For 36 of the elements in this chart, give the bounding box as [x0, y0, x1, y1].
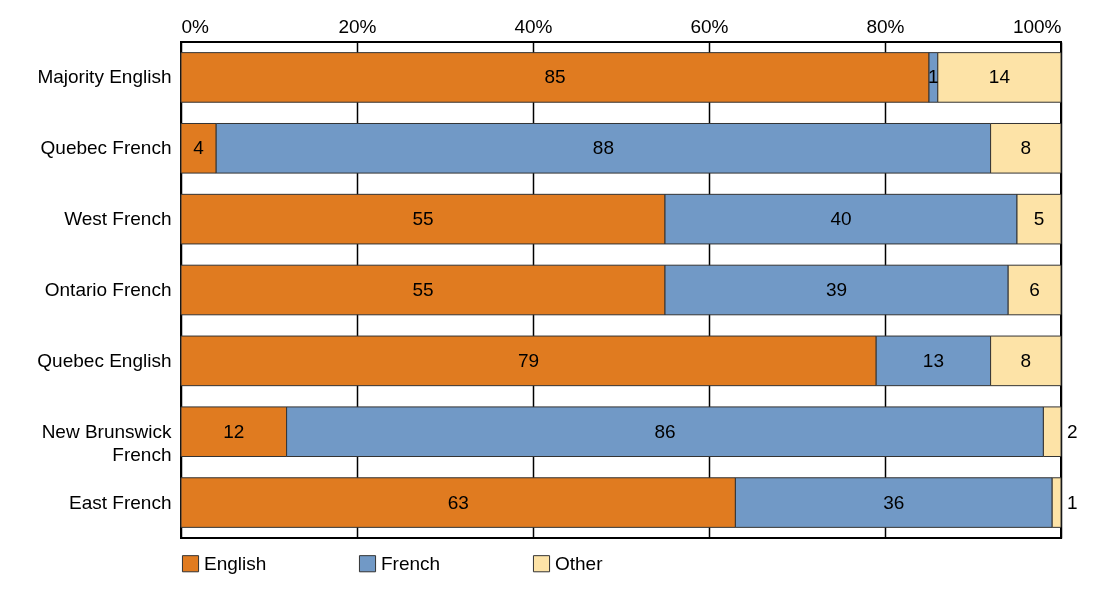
- data-label: 88: [592, 137, 614, 159]
- legend-label: English: [204, 552, 267, 574]
- data-label: 1: [1067, 491, 1078, 513]
- data-label: 85: [544, 66, 566, 88]
- data-label: 5: [1033, 208, 1045, 230]
- x-tick-label: 20%: [338, 15, 377, 37]
- data-label: 8: [1020, 137, 1032, 159]
- data-label: 14: [988, 66, 1011, 88]
- y-tick-label: New Brunswick French: [41, 420, 172, 465]
- data-label: 8: [1020, 349, 1032, 371]
- x-tick-label: 60%: [690, 15, 729, 37]
- data-label: 63: [447, 491, 469, 513]
- x-tick-label: 0%: [181, 15, 210, 37]
- data-label: 39: [826, 279, 848, 300]
- y-tick-label: Quebec French: [40, 137, 172, 159]
- x-tick-label: 40%: [514, 15, 553, 37]
- data-label: 2: [1067, 420, 1078, 442]
- x-tick-label: 80%: [866, 15, 905, 37]
- y-tick-label: Majority English: [37, 66, 172, 88]
- data-label: 12: [223, 420, 245, 442]
- data-label: 55: [412, 208, 434, 230]
- legend-label: Other: [555, 552, 604, 574]
- x-tick-label: 100%: [1012, 15, 1062, 37]
- y-tick-label: Ontario French: [44, 279, 172, 300]
- y-tick-label: West French: [64, 208, 172, 230]
- data-label: 55: [412, 279, 434, 300]
- data-label: 36: [883, 491, 905, 513]
- legend-label: French: [381, 552, 441, 574]
- data-label: 6: [1029, 279, 1040, 300]
- y-tick-label: East French: [69, 491, 172, 513]
- data-label: 13: [922, 349, 944, 371]
- data-label: 86: [654, 420, 676, 442]
- data-label: 40: [830, 208, 852, 230]
- y-tick-label: Quebec English: [37, 349, 172, 371]
- data-label: 79: [518, 349, 540, 371]
- data-label: 4: [193, 137, 205, 159]
